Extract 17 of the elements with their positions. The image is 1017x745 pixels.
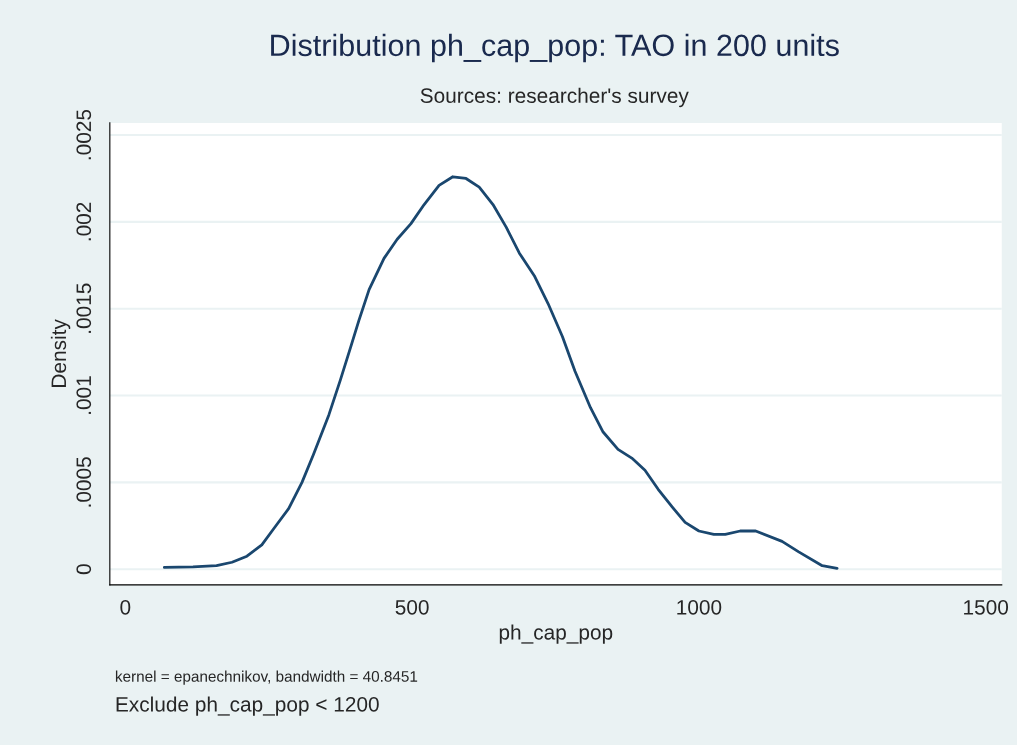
text: kernel = epanechnikov, bandwidth = 40.8451: [115, 670, 418, 685]
y-tick-label: .001: [76, 376, 92, 414]
y-axis-title: Density: [50, 319, 71, 387]
x-tick-label: 0: [120, 599, 131, 615]
chart-title: Distribution ph_cap_pop: TAO in 200 units: [271, 33, 839, 63]
x-tick-label: 1000: [677, 599, 722, 615]
line-series: [162, 175, 839, 570]
x-axis-title: ph_cap_pop: [499, 624, 613, 644]
x-tick-label: 1500: [964, 599, 1009, 615]
y-tick-label: .0005: [76, 457, 92, 507]
text: Exclude ph_cap_pop < 1200: [116, 696, 379, 716]
chart-subtitle: Sources: researcher's survey: [420, 87, 689, 108]
y-tick-label: .0015: [76, 283, 92, 333]
x-tick-label: 500: [395, 599, 429, 615]
y-tick-label: .0025: [76, 109, 92, 160]
y-tick-label: .002: [76, 202, 92, 241]
y-tick-label: 0: [76, 564, 92, 575]
